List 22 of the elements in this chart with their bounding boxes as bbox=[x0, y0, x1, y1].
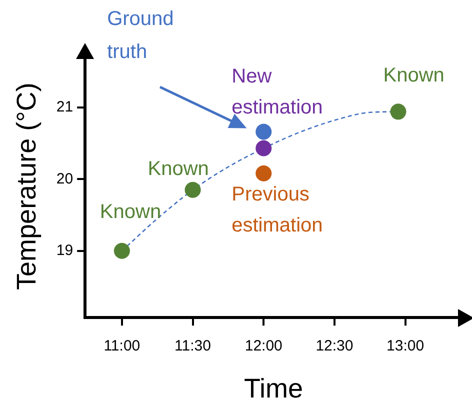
y-tick-label: 19 bbox=[56, 242, 74, 260]
point bbox=[256, 140, 272, 156]
annotation: Known bbox=[100, 200, 162, 223]
annotation: Previous estimation bbox=[232, 183, 323, 236]
annotation: Known bbox=[148, 158, 209, 180]
x-tick-label: 12:00 bbox=[244, 338, 282, 355]
y-axis-title: Temperature (°C) bbox=[12, 82, 42, 290]
point bbox=[184, 182, 201, 198]
x-tick-label: 11:00 bbox=[104, 338, 140, 355]
x-tick-label: 11:30 bbox=[174, 338, 211, 355]
annotation: Known bbox=[383, 64, 444, 87]
annotation: Ground truth bbox=[107, 8, 174, 63]
point bbox=[256, 124, 272, 140]
y-tick-label: 21 bbox=[56, 98, 74, 116]
x-tick-label: 12:30 bbox=[316, 338, 354, 355]
annotation: New estimation bbox=[232, 65, 323, 118]
point bbox=[114, 242, 130, 259]
y-tick-label: 20 bbox=[56, 170, 74, 188]
x-axis-title: Time bbox=[244, 373, 304, 404]
point bbox=[256, 165, 272, 182]
point bbox=[390, 104, 406, 120]
x-tick-label: 13:00 bbox=[386, 338, 424, 355]
